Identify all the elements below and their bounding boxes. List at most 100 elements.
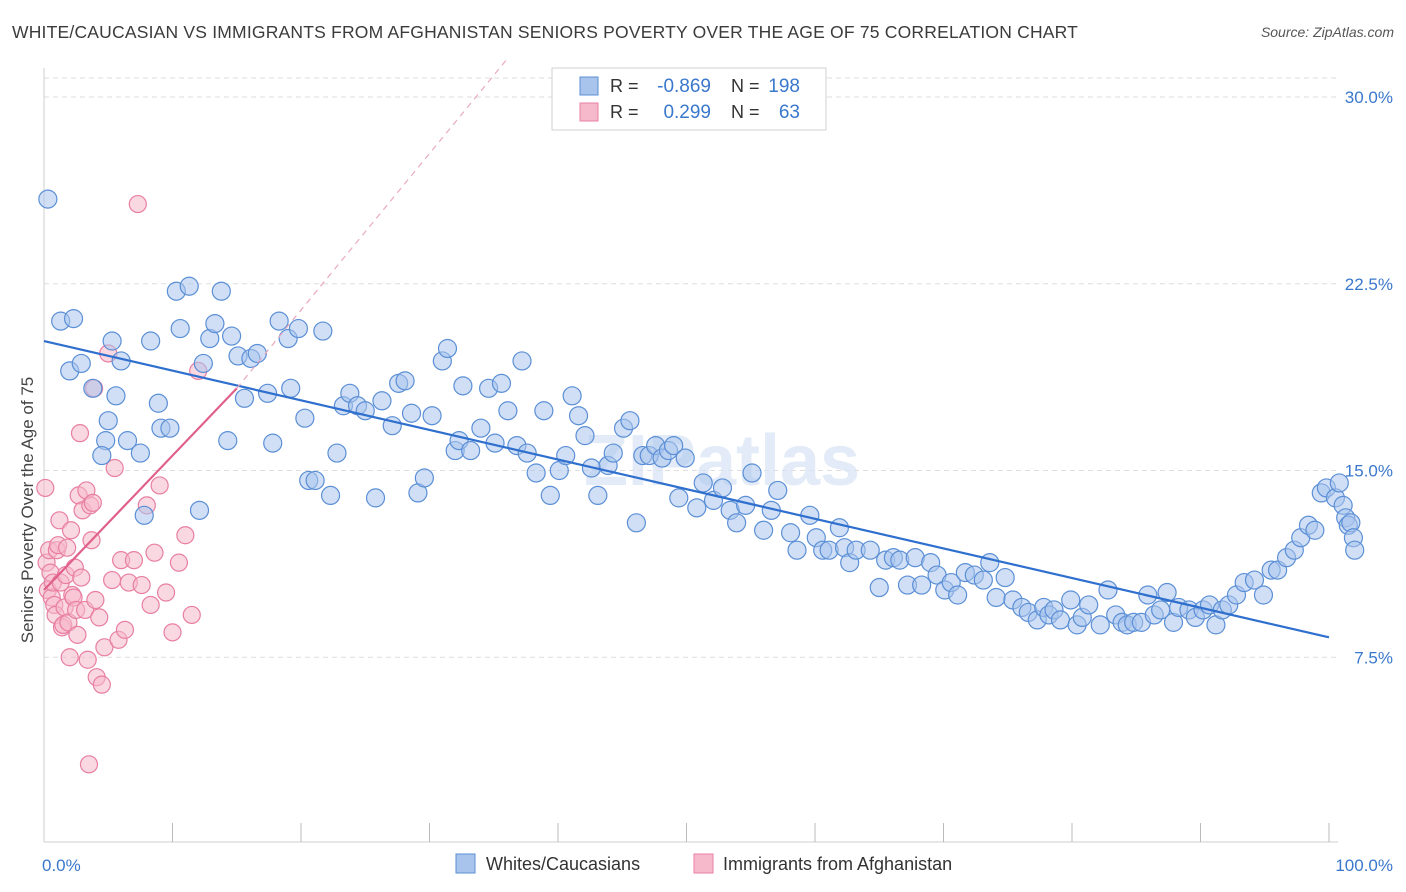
pink-data-point bbox=[78, 650, 97, 669]
pink-data-point bbox=[86, 590, 105, 610]
blue-data-point bbox=[980, 553, 1000, 573]
blue-data-point bbox=[753, 520, 774, 540]
blue-data-point bbox=[471, 418, 491, 438]
blue-data-point bbox=[269, 311, 289, 331]
pink-data-point bbox=[145, 543, 164, 562]
blue-data-point bbox=[38, 189, 58, 209]
blue-data-point bbox=[218, 431, 238, 451]
pink-legend-swatch bbox=[579, 102, 599, 122]
blue-data-point bbox=[829, 518, 850, 538]
blue-data-point bbox=[288, 318, 309, 339]
pink-data-point bbox=[115, 620, 135, 639]
blue-data-point bbox=[986, 587, 1006, 608]
chart-title: WHITE/CAUCASIAN VS IMMIGRANTS FROM AFGHA… bbox=[12, 22, 1079, 42]
pink-series-points bbox=[36, 194, 208, 774]
blue-legend-swatch bbox=[455, 853, 476, 874]
pink-data-point bbox=[124, 551, 144, 570]
blue-data-point bbox=[534, 401, 554, 421]
blue-data-point bbox=[498, 401, 518, 421]
pink-data-point bbox=[83, 493, 102, 512]
blue-data-point bbox=[148, 393, 168, 413]
blue-data-point bbox=[422, 406, 442, 426]
blue-data-point bbox=[568, 406, 589, 426]
blue-data-point bbox=[141, 331, 161, 351]
y-tick-label: 15.0% bbox=[1345, 462, 1393, 481]
blue-data-point bbox=[1253, 585, 1274, 605]
legend-r-value: 0.299 bbox=[663, 102, 711, 123]
legend-n-value: 198 bbox=[768, 76, 800, 97]
pink-data-point bbox=[70, 424, 90, 443]
blue-data-point bbox=[912, 575, 932, 595]
legend-series-label: Whites/Caucasians bbox=[486, 854, 640, 874]
legend-series-label: Immigrants from Afghanistan bbox=[723, 854, 952, 874]
blue-data-point bbox=[1050, 610, 1071, 630]
blue-data-point bbox=[453, 376, 473, 396]
blue-data-point bbox=[588, 485, 608, 505]
grid-lines bbox=[44, 77, 1338, 658]
blue-data-point bbox=[626, 513, 646, 533]
blue-data-point bbox=[395, 371, 415, 391]
blue-data-point bbox=[995, 567, 1015, 588]
blue-data-point bbox=[170, 318, 190, 339]
blue-data-point bbox=[675, 448, 695, 468]
blue-data-point bbox=[526, 463, 546, 483]
blue-data-point bbox=[414, 468, 434, 488]
x-tick-label: 0.0% bbox=[42, 856, 81, 875]
blue-data-point bbox=[247, 343, 267, 364]
blue-data-point bbox=[948, 585, 968, 605]
pink-data-point bbox=[156, 583, 176, 602]
pink-data-point bbox=[58, 538, 77, 557]
blue-data-point bbox=[512, 351, 532, 371]
blue-data-point bbox=[562, 386, 582, 406]
pink-data-point bbox=[169, 553, 189, 572]
blue-data-point bbox=[461, 440, 481, 461]
pink-data-point bbox=[105, 458, 124, 478]
blue-data-point bbox=[92, 445, 112, 466]
trend-lines bbox=[43, 59, 1330, 639]
pink-data-point bbox=[92, 675, 111, 694]
blue-data-point bbox=[869, 577, 889, 598]
blue-data-point bbox=[437, 338, 458, 359]
pink-data-point bbox=[182, 605, 201, 625]
legend-n-label: N = bbox=[731, 76, 760, 96]
blue-data-point bbox=[71, 353, 91, 374]
blue-data-point bbox=[780, 523, 801, 543]
blue-data-point bbox=[620, 411, 640, 431]
blue-data-point bbox=[320, 485, 341, 505]
y-tick-label: 7.5% bbox=[1354, 648, 1393, 667]
pink-data-point bbox=[103, 570, 122, 590]
blue-data-point bbox=[160, 418, 180, 438]
blue-data-point bbox=[1345, 540, 1365, 560]
legend-bottom: Whites/Caucasians Immigrants from Afghani… bbox=[455, 853, 952, 874]
blue-data-point bbox=[603, 443, 623, 463]
blue-data-point bbox=[787, 540, 807, 560]
blue-data-point bbox=[742, 463, 762, 483]
blue-data-point bbox=[860, 540, 880, 560]
x-tick-label: 100.0% bbox=[1335, 856, 1393, 875]
blue-data-point bbox=[712, 478, 733, 498]
pink-trend-extension bbox=[236, 59, 508, 389]
blue-data-point bbox=[1098, 580, 1118, 600]
blue-data-point bbox=[63, 309, 84, 329]
blue-data-point bbox=[130, 443, 150, 463]
blue-data-point bbox=[98, 411, 118, 431]
blue-data-point bbox=[372, 391, 392, 411]
blue-data-point bbox=[295, 408, 315, 428]
blue-series-points bbox=[38, 189, 1365, 635]
blue-data-point bbox=[687, 498, 707, 518]
blue-data-point bbox=[106, 386, 126, 406]
blue-legend-swatch bbox=[579, 76, 599, 96]
pink-data-point bbox=[68, 625, 87, 644]
pink-data-point bbox=[90, 608, 109, 627]
pink-data-point bbox=[61, 521, 81, 540]
blue-data-point bbox=[305, 470, 325, 491]
legend-top: R = -0.869 N = 198 R = 0.299 N = 63 bbox=[551, 67, 827, 131]
pink-data-point bbox=[150, 476, 169, 495]
legend-r-label: R = bbox=[610, 76, 639, 96]
blue-data-point bbox=[205, 313, 225, 334]
legend-n-label: N = bbox=[731, 102, 760, 122]
blue-data-point bbox=[693, 473, 713, 493]
pink-data-point bbox=[176, 526, 195, 545]
blue-data-point bbox=[179, 276, 199, 296]
